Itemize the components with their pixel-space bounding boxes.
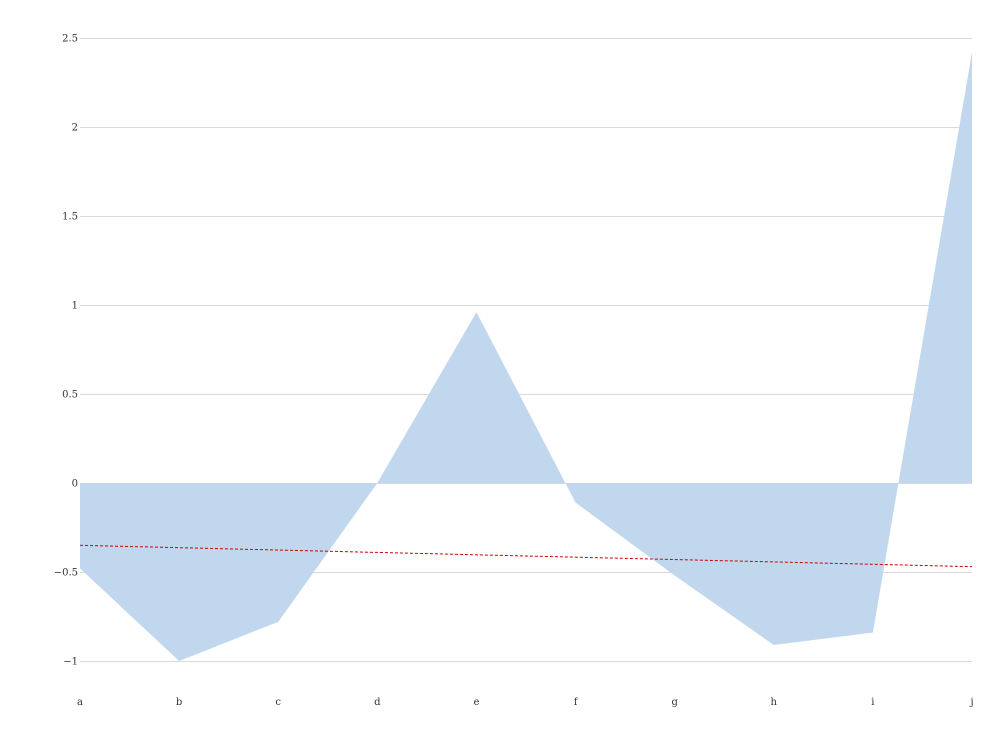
y-tick-label: −0.5: [54, 568, 78, 579]
x-axis-ticks: a b c d e f g h i j: [77, 697, 974, 708]
area-series: [80, 52, 972, 661]
x-tick-label: e: [473, 697, 479, 708]
y-tick-label: 0.5: [62, 390, 78, 401]
y-tick-label: 1: [72, 301, 78, 312]
y-tick-label: −1: [63, 657, 78, 668]
x-tick-label: g: [671, 697, 678, 708]
y-tick-label: 1.5: [62, 212, 78, 223]
x-tick-label: f: [574, 697, 579, 708]
y-tick-label: 2.5: [62, 34, 78, 45]
x-tick-label: c: [275, 697, 281, 708]
x-tick-label: h: [771, 697, 778, 708]
x-tick-label: d: [374, 697, 381, 708]
y-tick-label: 2: [72, 123, 78, 134]
area-path: [80, 52, 972, 661]
x-tick-label: j: [969, 697, 973, 708]
x-tick-label: a: [77, 697, 83, 708]
x-tick-label: i: [871, 697, 874, 708]
x-tick-label: b: [176, 697, 182, 708]
y-axis-ticks: 2.5 2 1.5 1 0.5 0 −0.5 −1: [54, 34, 78, 668]
y-tick-label: 0: [72, 479, 78, 490]
